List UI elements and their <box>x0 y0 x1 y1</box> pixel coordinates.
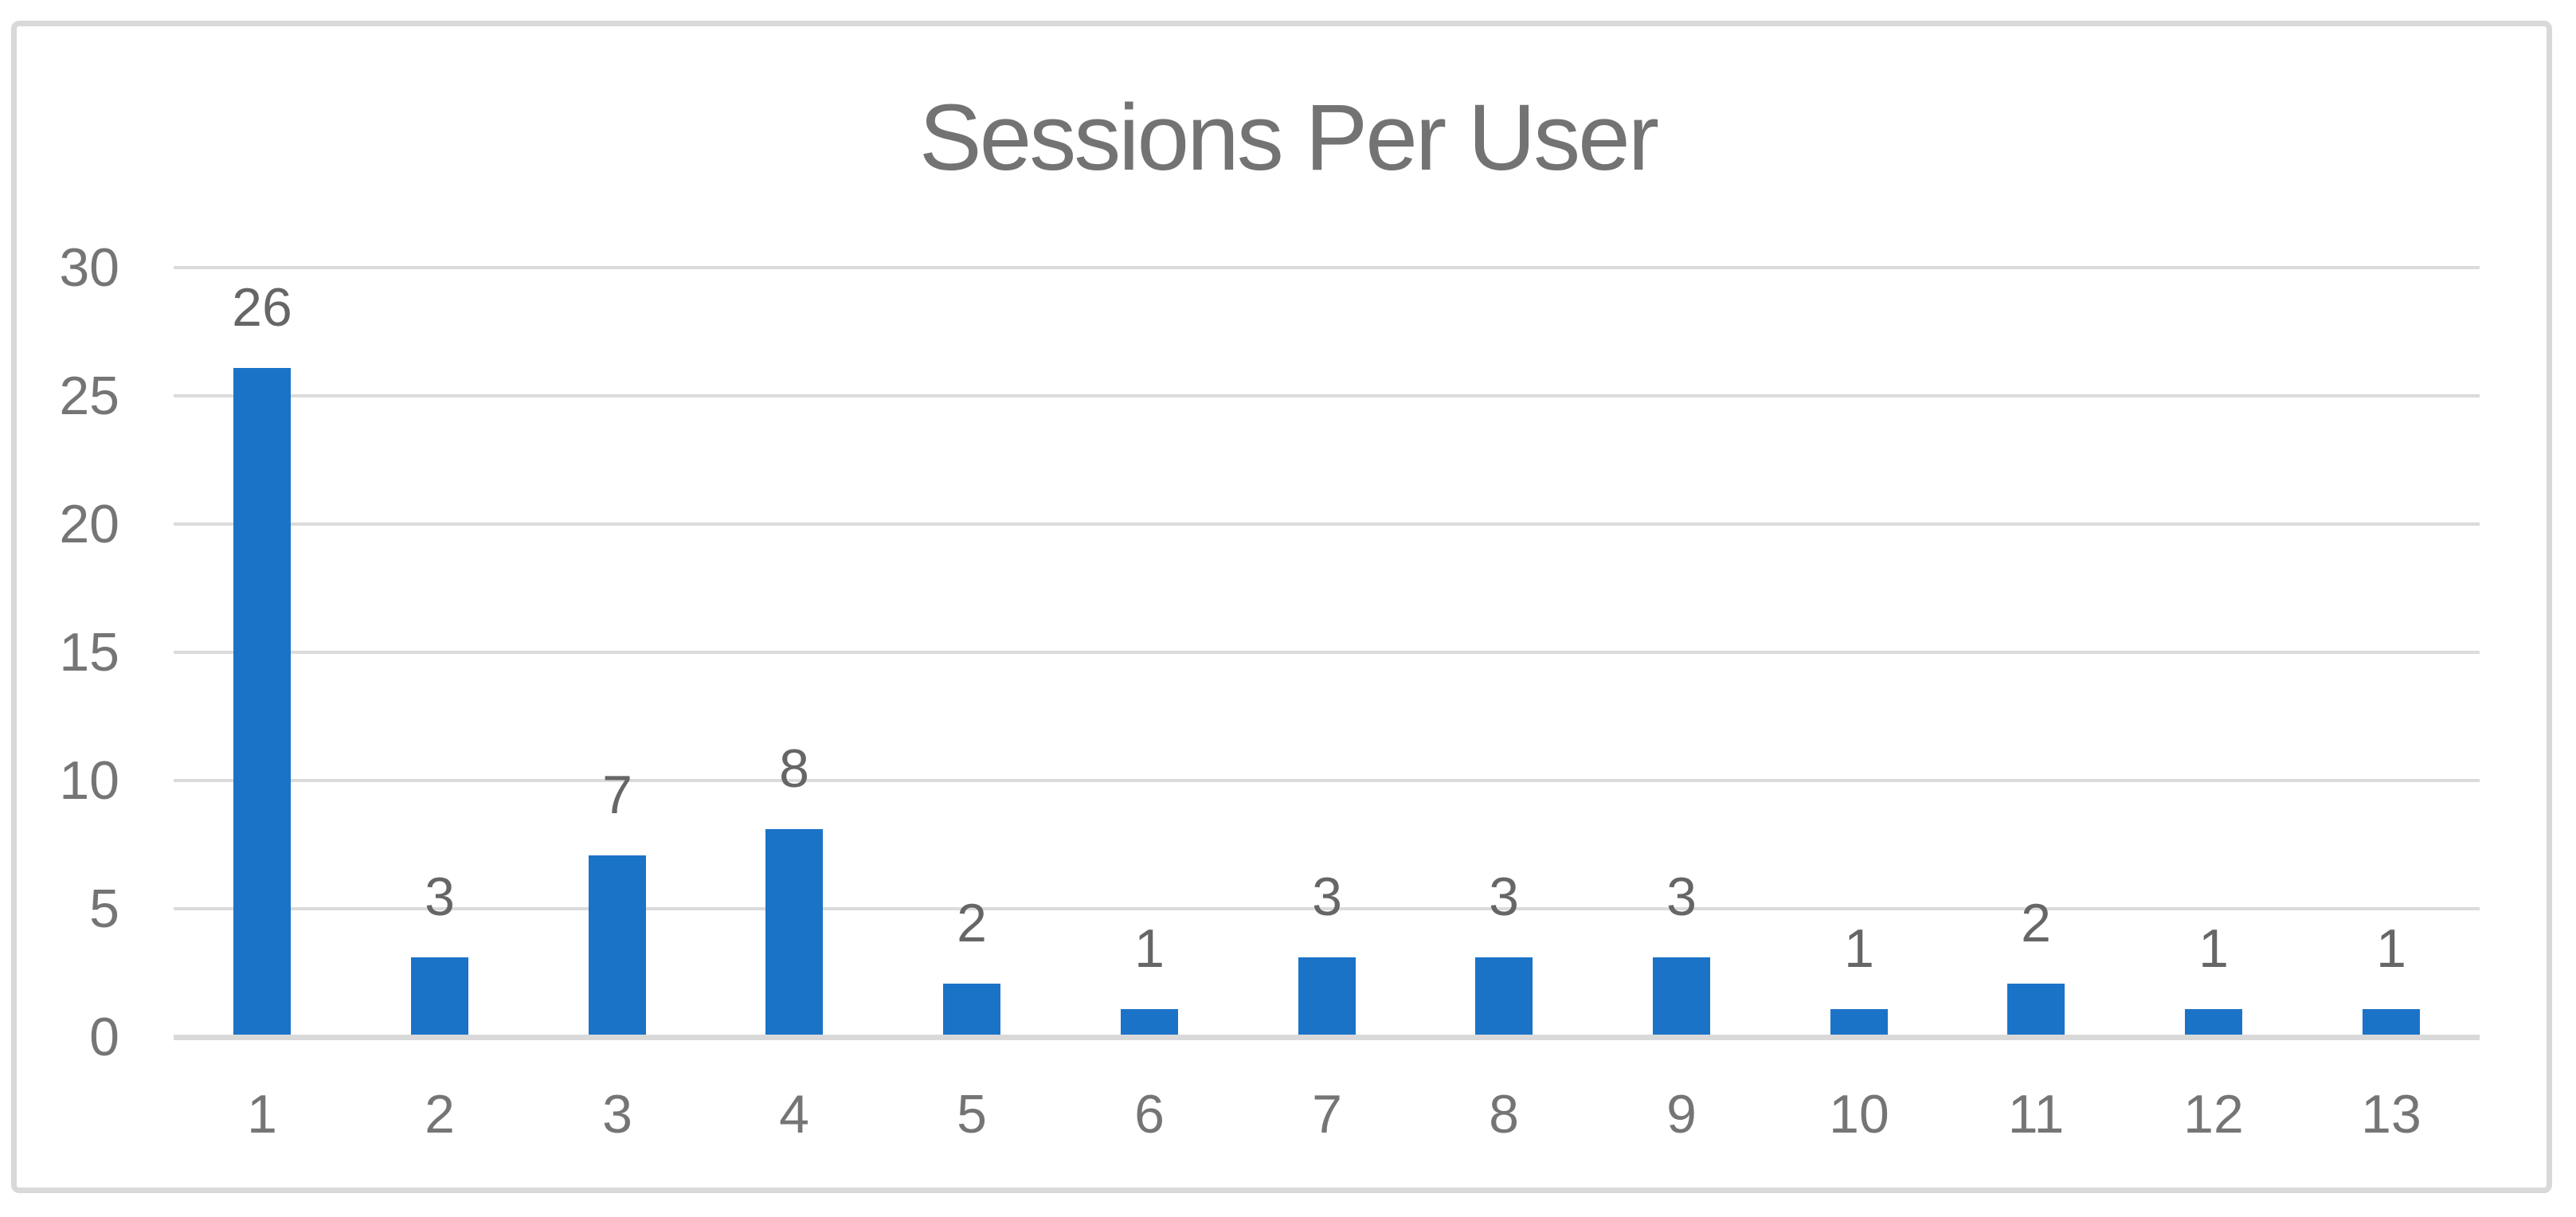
data-label-category-7: 3 <box>1312 867 1342 927</box>
bar-category-3 <box>589 855 646 1035</box>
bar-category-1 <box>233 368 291 1035</box>
bar-category-10 <box>1830 1009 1888 1035</box>
gridline-y-30 <box>174 266 2480 269</box>
y-axis-tick-label: 15 <box>59 622 119 683</box>
y-axis-tick-label: 25 <box>59 366 119 426</box>
y-axis-tick-label: 5 <box>89 879 119 939</box>
x-axis-tick-label-12: 12 <box>2183 1084 2244 1145</box>
bar-category-13 <box>2363 1009 2420 1035</box>
data-label-category-9: 3 <box>1666 867 1697 927</box>
data-label-category-11: 2 <box>2021 893 2051 953</box>
y-axis-tick-label: 20 <box>59 494 119 554</box>
x-axis-tick-label-9: 9 <box>1666 1084 1697 1145</box>
bar-category-9 <box>1653 957 1710 1035</box>
chart-border-frame <box>11 21 2552 1193</box>
data-label-category-4: 8 <box>779 738 809 799</box>
x-axis-line <box>174 1035 2480 1040</box>
bar-category-12 <box>2185 1009 2242 1035</box>
x-axis-tick-label-2: 2 <box>425 1084 455 1145</box>
data-label-category-3: 7 <box>602 765 632 825</box>
x-axis-tick-label-13: 13 <box>2361 1084 2421 1145</box>
data-label-category-8: 3 <box>1489 867 1519 927</box>
x-axis-tick-label-6: 6 <box>1134 1084 1165 1145</box>
data-label-category-13: 1 <box>2376 918 2406 979</box>
bar-category-7 <box>1298 957 1356 1035</box>
bar-category-11 <box>2007 984 2065 1035</box>
x-axis-tick-label-7: 7 <box>1312 1084 1342 1145</box>
x-axis-tick-label-10: 10 <box>1829 1084 1889 1145</box>
data-label-category-5: 2 <box>957 893 987 953</box>
gridline-y-10 <box>174 779 2480 782</box>
x-axis-tick-label-11: 11 <box>2007 1084 2065 1145</box>
x-axis-tick-label-4: 4 <box>779 1084 809 1145</box>
gridline-y-25 <box>174 394 2480 397</box>
bar-category-6 <box>1121 1009 1178 1035</box>
x-axis-tick-label-1: 1 <box>247 1084 277 1145</box>
x-axis-tick-label-3: 3 <box>602 1084 632 1145</box>
y-axis-tick-label: 0 <box>89 1007 119 1067</box>
y-axis-tick-label: 30 <box>59 237 119 298</box>
bar-category-4 <box>765 829 823 1035</box>
gridline-y-20 <box>174 522 2480 526</box>
y-axis-tick-label: 10 <box>59 750 119 811</box>
data-label-category-2: 3 <box>425 867 455 927</box>
data-label-category-1: 26 <box>232 277 292 338</box>
chart-title: Sessions Per User <box>918 85 1659 190</box>
gridline-y-15 <box>174 651 2480 654</box>
data-label-category-12: 1 <box>2198 918 2229 979</box>
data-label-category-6: 1 <box>1134 918 1165 979</box>
x-axis-tick-label-5: 5 <box>957 1084 987 1145</box>
data-label-category-10: 1 <box>1844 918 1874 979</box>
bar-category-2 <box>411 957 468 1035</box>
x-axis-tick-label-8: 8 <box>1489 1084 1519 1145</box>
gridline-y-5 <box>174 907 2480 910</box>
bar-category-5 <box>943 984 1000 1035</box>
bar-category-8 <box>1475 957 1533 1035</box>
